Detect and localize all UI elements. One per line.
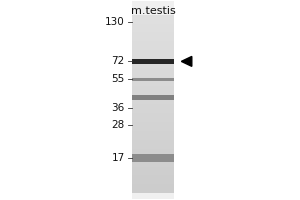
- Text: m.testis: m.testis: [130, 6, 176, 16]
- Bar: [132, 158, 174, 167]
- Text: 17: 17: [111, 153, 124, 163]
- Bar: [132, 95, 174, 100]
- Text: 72: 72: [111, 56, 124, 66]
- Text: 36: 36: [111, 103, 124, 113]
- Bar: [132, 122, 174, 131]
- Bar: [132, 15, 174, 193]
- Text: 55: 55: [111, 74, 124, 84]
- Polygon shape: [182, 56, 192, 66]
- Bar: [132, 32, 174, 41]
- Bar: [1, 1, 132, 199]
- Bar: [132, 77, 174, 86]
- Bar: [132, 59, 174, 64]
- Text: 28: 28: [111, 120, 124, 130]
- Bar: [132, 167, 174, 175]
- Bar: [132, 140, 174, 149]
- Bar: [132, 175, 174, 184]
- Bar: [132, 86, 174, 95]
- Text: 130: 130: [105, 17, 124, 27]
- Bar: [132, 78, 174, 81]
- Bar: [174, 1, 299, 199]
- Bar: [132, 59, 174, 68]
- Bar: [132, 50, 174, 59]
- Bar: [132, 154, 174, 162]
- Bar: [132, 24, 174, 32]
- Bar: [132, 184, 174, 193]
- Bar: [132, 95, 174, 104]
- Bar: [132, 68, 174, 77]
- Bar: [132, 113, 174, 122]
- Bar: [132, 131, 174, 140]
- Bar: [132, 149, 174, 158]
- Bar: [132, 15, 174, 24]
- Bar: [132, 41, 174, 50]
- Bar: [132, 104, 174, 113]
